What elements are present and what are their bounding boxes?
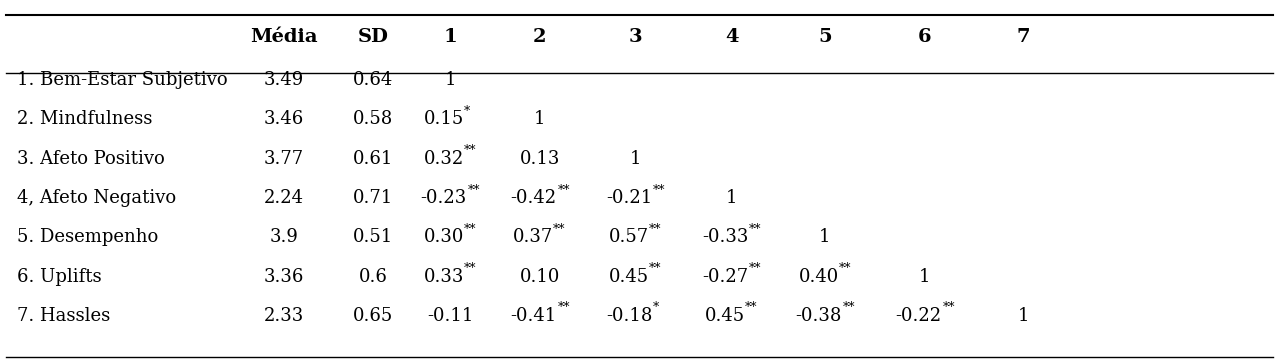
Text: -0.42: -0.42 xyxy=(510,189,556,207)
Text: 1: 1 xyxy=(445,71,455,89)
Text: 3. Afeto Positivo: 3. Afeto Positivo xyxy=(17,150,165,168)
Text: -0.38: -0.38 xyxy=(796,307,842,325)
Text: 0.40: 0.40 xyxy=(798,268,839,286)
Text: 6: 6 xyxy=(918,28,931,46)
Text: -0.27: -0.27 xyxy=(702,268,748,286)
Text: **: ** xyxy=(464,144,476,157)
Text: 0.32: 0.32 xyxy=(423,150,464,168)
Text: 0.33: 0.33 xyxy=(423,268,464,286)
Text: 2.33: 2.33 xyxy=(263,307,304,325)
Text: **: ** xyxy=(464,262,476,275)
Text: *: * xyxy=(654,301,660,314)
Text: 0.15: 0.15 xyxy=(423,110,464,128)
Text: 4: 4 xyxy=(725,28,738,46)
Text: 0.65: 0.65 xyxy=(353,307,394,325)
Text: *: * xyxy=(464,105,469,118)
Text: SD: SD xyxy=(358,28,389,46)
Text: 3.49: 3.49 xyxy=(263,71,304,89)
Text: 0.45: 0.45 xyxy=(705,307,746,325)
Text: 4, Afeto Negativo: 4, Afeto Negativo xyxy=(17,189,175,207)
Text: 1: 1 xyxy=(920,268,930,286)
Text: **: ** xyxy=(650,262,661,275)
Text: 1: 1 xyxy=(535,110,545,128)
Text: 5. Desempenho: 5. Desempenho xyxy=(17,228,157,246)
Text: 0.6: 0.6 xyxy=(359,268,388,286)
Text: Média: Média xyxy=(251,28,317,46)
Text: 3.36: 3.36 xyxy=(263,268,304,286)
Text: **: ** xyxy=(839,262,851,275)
Text: -0.41: -0.41 xyxy=(510,307,556,325)
Text: 0.37: 0.37 xyxy=(513,228,554,246)
Text: 1: 1 xyxy=(631,150,641,168)
Text: 2.24: 2.24 xyxy=(263,189,304,207)
Text: 6. Uplifts: 6. Uplifts xyxy=(17,268,101,286)
Text: 1: 1 xyxy=(726,189,737,207)
Text: -0.11: -0.11 xyxy=(427,307,473,325)
Text: 0.10: 0.10 xyxy=(519,268,560,286)
Text: 0.71: 0.71 xyxy=(353,189,394,207)
Text: 2: 2 xyxy=(533,28,546,46)
Text: 0.51: 0.51 xyxy=(353,228,394,246)
Text: 0.64: 0.64 xyxy=(353,71,394,89)
Text: 5: 5 xyxy=(819,28,831,46)
Text: 1. Bem-Estar Subjetivo: 1. Bem-Estar Subjetivo xyxy=(17,71,228,89)
Text: **: ** xyxy=(749,262,762,275)
Text: **: ** xyxy=(746,301,757,314)
Text: 7: 7 xyxy=(1017,28,1030,46)
Text: 0.57: 0.57 xyxy=(609,228,650,246)
Text: **: ** xyxy=(650,223,661,236)
Text: **: ** xyxy=(554,223,565,236)
Text: 7. Hassles: 7. Hassles xyxy=(17,307,110,325)
Text: **: ** xyxy=(749,223,762,236)
Text: 0.61: 0.61 xyxy=(353,150,394,168)
Text: 0.45: 0.45 xyxy=(609,268,650,286)
Text: 3.46: 3.46 xyxy=(263,110,304,128)
Text: **: ** xyxy=(654,183,666,197)
Text: **: ** xyxy=(843,301,856,314)
Text: -0.21: -0.21 xyxy=(606,189,652,207)
Text: 1: 1 xyxy=(1018,307,1028,325)
Text: 1: 1 xyxy=(444,28,457,46)
Text: **: ** xyxy=(943,301,955,314)
Text: -0.33: -0.33 xyxy=(702,228,748,246)
Text: -0.23: -0.23 xyxy=(421,189,467,207)
Text: 3.9: 3.9 xyxy=(270,228,298,246)
Text: **: ** xyxy=(558,301,570,314)
Text: **: ** xyxy=(468,183,481,197)
Text: 3: 3 xyxy=(629,28,642,46)
Text: 3.77: 3.77 xyxy=(263,150,304,168)
Text: 0.13: 0.13 xyxy=(519,150,560,168)
Text: 0.58: 0.58 xyxy=(353,110,394,128)
Text: -0.22: -0.22 xyxy=(895,307,941,325)
Text: **: ** xyxy=(464,223,476,236)
Text: 1: 1 xyxy=(820,228,830,246)
Text: -0.18: -0.18 xyxy=(606,307,652,325)
Text: 2. Mindfulness: 2. Mindfulness xyxy=(17,110,152,128)
Text: 0.30: 0.30 xyxy=(423,228,464,246)
Text: **: ** xyxy=(558,183,570,197)
